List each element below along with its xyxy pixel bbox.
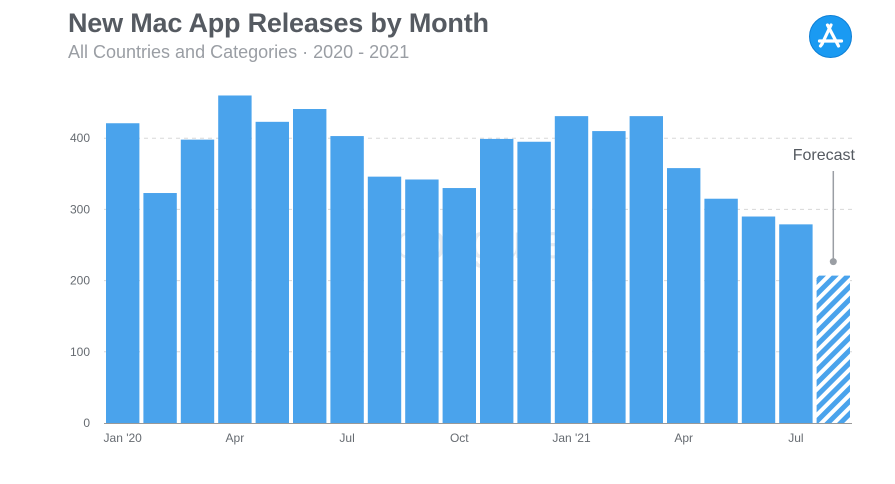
y-tick-label: 100	[70, 345, 90, 359]
bar	[293, 109, 327, 424]
bar	[554, 116, 589, 424]
watermark: appfigures	[366, 216, 590, 269]
x-axis: Jan '20 Apr Jul Oct Jan '21 Apr Jul	[104, 423, 852, 445]
x-tick-label: Oct	[450, 431, 469, 445]
app-store-icon	[809, 15, 852, 58]
bar	[180, 139, 215, 423]
bar	[143, 193, 177, 423]
forecast-annotation: Forecast	[793, 147, 856, 266]
bar	[779, 224, 813, 423]
forecast-bar	[816, 275, 850, 423]
bar	[106, 123, 140, 424]
x-tick-label: Jul	[788, 431, 803, 445]
y-tick-label: 300	[70, 202, 90, 216]
forecast-label: Forecast	[793, 147, 856, 164]
bar	[255, 121, 289, 423]
chart-subtitle: All Countries and Categories · 2020 - 20…	[68, 42, 410, 62]
bar	[442, 188, 476, 423]
bar	[592, 131, 626, 423]
bar	[667, 168, 701, 423]
bar	[480, 138, 514, 424]
x-tick-label: Jan '21	[552, 431, 591, 445]
x-tick-label: Jan '20	[104, 431, 143, 445]
bar	[330, 136, 364, 423]
bar	[704, 198, 738, 423]
bar	[741, 216, 776, 423]
x-tick-label: Jul	[339, 431, 354, 445]
y-tick-label: 200	[70, 274, 90, 288]
bars	[106, 95, 850, 424]
bar	[218, 95, 252, 423]
x-tick-label: Apr	[226, 431, 245, 445]
bar	[517, 141, 551, 423]
forecast-pointer-dot	[829, 258, 837, 266]
y-tick-label: 400	[70, 131, 90, 145]
x-tick-label: Apr	[674, 431, 693, 445]
bar	[629, 116, 663, 424]
bar	[405, 179, 439, 423]
bar	[367, 176, 402, 423]
chart-title: New Mac App Releases by Month	[68, 8, 489, 38]
y-axis: 0 100 200 300 400	[70, 131, 90, 430]
y-tick-label: 0	[83, 416, 90, 430]
